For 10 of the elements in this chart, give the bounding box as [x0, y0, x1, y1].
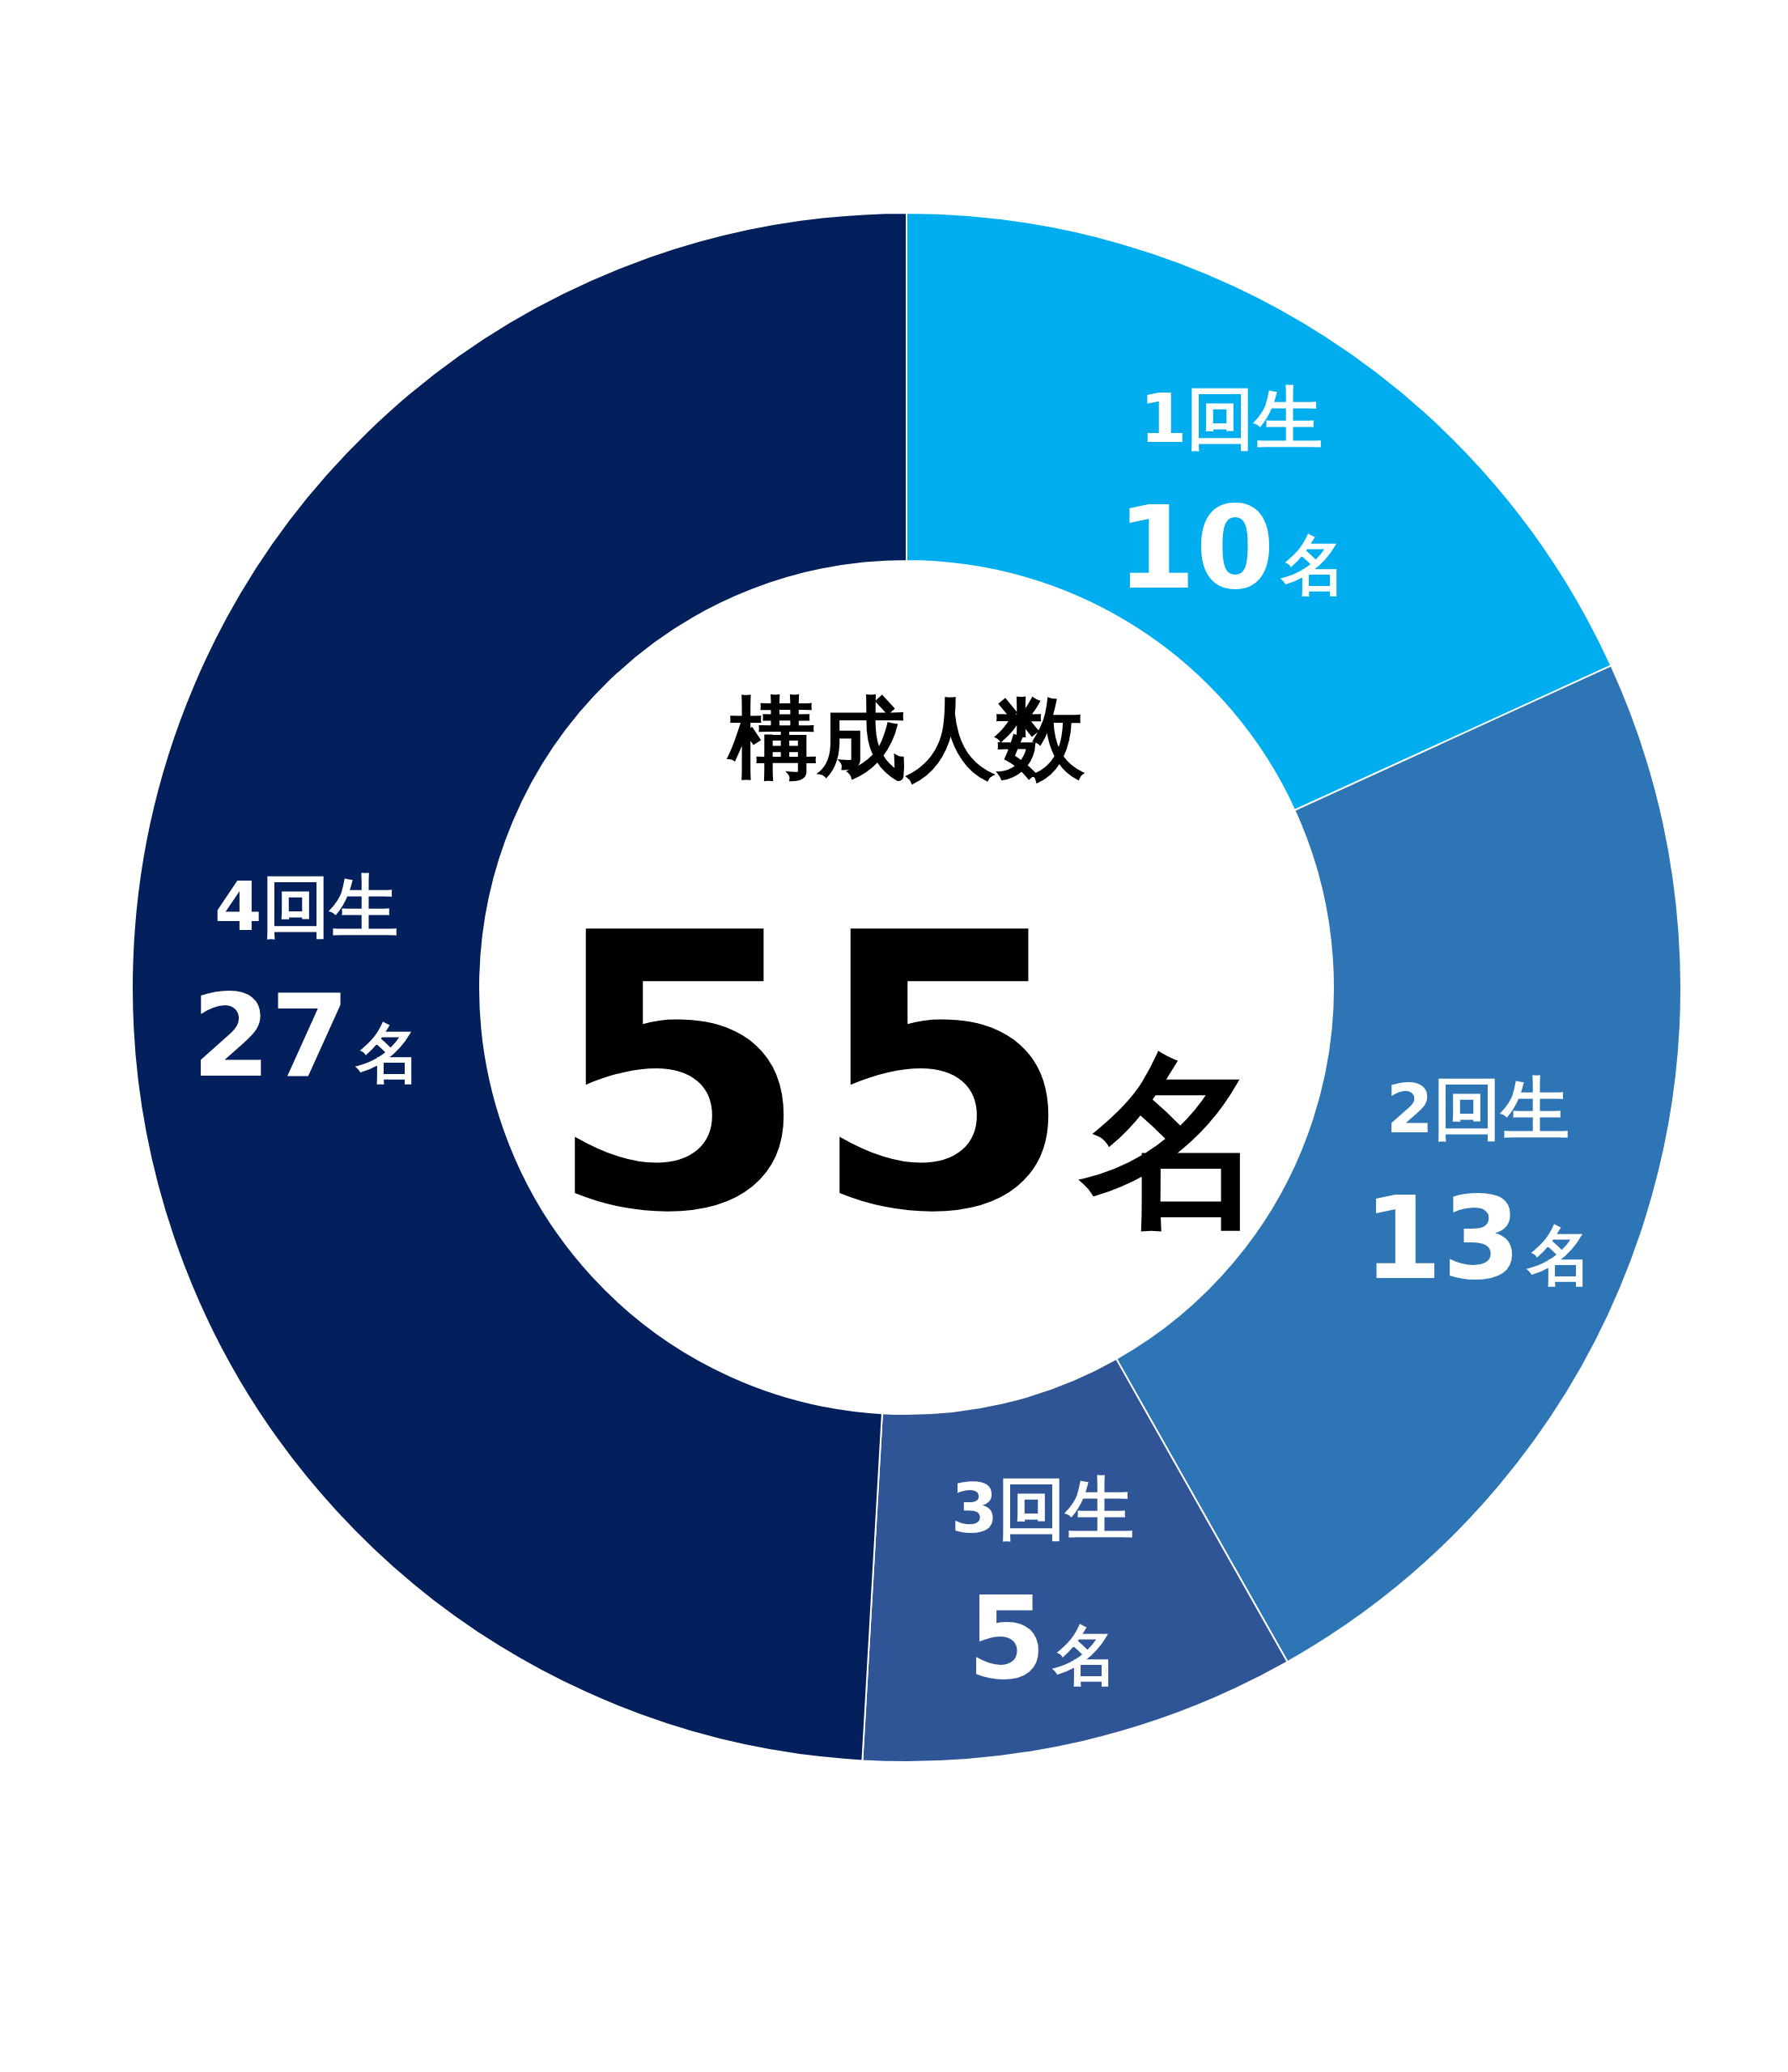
slice-label: 2回生 — [1386, 1069, 1569, 1149]
data-label: 13名 — [1363, 1173, 1593, 1306]
data-label: 10名 — [1116, 482, 1346, 614]
data-label: 27名 — [191, 970, 421, 1102]
slice-label: 3回生 — [950, 1468, 1135, 1548]
slice-label: 4回生 — [214, 866, 398, 946]
slice-label: 1回生 — [1139, 378, 1323, 458]
data-label: 5名 — [967, 1572, 1118, 1705]
text: 55名 — [545, 853, 1268, 1296]
text: 構成人数 — [726, 686, 1085, 790]
